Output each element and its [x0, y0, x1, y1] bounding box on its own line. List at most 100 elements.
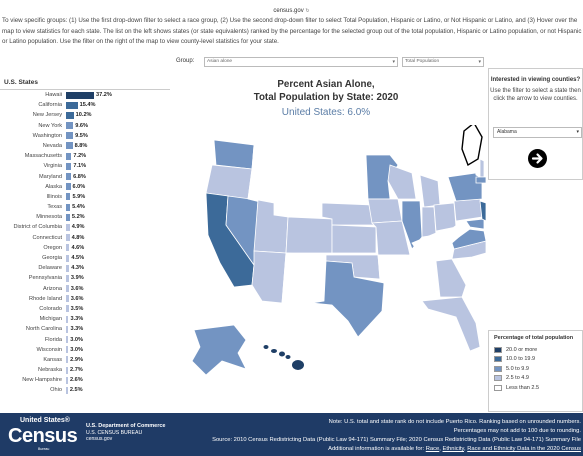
address-bar[interactable]: census.gov ↻ — [0, 0, 583, 16]
state-row[interactable]: Washington 9.5% — [0, 131, 170, 141]
state-row[interactable]: Alaska 6.0% — [0, 182, 170, 192]
logo-united-states: United States® — [20, 417, 70, 424]
state-name: Nebraska — [38, 367, 62, 374]
state-row[interactable]: California 15.4% — [0, 100, 170, 110]
legend-label: 10.0 to 19.9 — [506, 356, 536, 363]
state-row[interactable]: Ohio 2.5% — [0, 385, 170, 395]
state-row[interactable]: Kansas 2.9% — [0, 355, 170, 365]
state-select[interactable]: Alabama ▾ — [493, 127, 582, 138]
state-ranking-panel: U.S. States Hawaii 37.2% California 15.4% Ne… — [0, 76, 170, 411]
legend-item: Less than 2.5 — [494, 383, 577, 393]
state-name: Alaska — [45, 183, 62, 190]
state-bar — [66, 193, 71, 201]
map-svg[interactable] — [176, 121, 487, 405]
legend-item: 10.0 to 19.9 — [494, 355, 577, 365]
state-name: Virginia — [43, 163, 62, 170]
dept-line2: U.S. CENSUS BUREAU — [86, 429, 143, 436]
state-bar — [66, 366, 69, 374]
note-4-prefix: Additional information is available for: — [328, 446, 425, 452]
state-row[interactable]: Hawaii 37.2% — [0, 90, 170, 100]
state-row[interactable]: New Hampshire 2.6% — [0, 375, 170, 385]
footer-notes: Note: U.S. total and state rank do not i… — [161, 418, 581, 454]
state-row[interactable]: Maryland 6.8% — [0, 172, 170, 182]
state-georgia — [435, 258, 467, 298]
state-name: Pennsylvania — [28, 275, 62, 282]
state-row[interactable]: Rhode Island 3.6% — [0, 294, 170, 304]
state-row[interactable]: Nebraska 2.7% — [0, 365, 170, 375]
state-row[interactable]: Michigan 3.3% — [0, 314, 170, 324]
state-bar — [66, 122, 74, 130]
state-new-mexico — [281, 252, 327, 304]
chevron-down-icon: ▾ — [392, 59, 395, 65]
state-row[interactable]: Oregon 4.6% — [0, 243, 170, 253]
legend-label: 2.5 to 4.9 — [506, 375, 529, 382]
state-row[interactable]: Georgia 4.5% — [0, 253, 170, 263]
state-row[interactable]: Massachusetts 7.2% — [0, 151, 170, 161]
state-row[interactable]: Virginia 7.1% — [0, 161, 170, 171]
note-1: Note: U.S. total and state rank do not i… — [328, 419, 581, 425]
state-wyoming — [273, 182, 325, 218]
state-value: 2.7% — [70, 367, 83, 374]
legend-swatch — [494, 375, 502, 382]
legend-label: 20.0 or more — [506, 346, 538, 353]
state-name: Texas — [47, 204, 62, 211]
state-bar — [66, 142, 73, 150]
state-row[interactable]: Delaware 4.3% — [0, 263, 170, 273]
state-name: Maryland — [38, 173, 62, 180]
map-title-line2: Total Population by State: 2020 — [253, 92, 399, 103]
state-row[interactable]: Nevada 8.8% — [0, 141, 170, 151]
state-bar — [66, 305, 69, 313]
dept-line1: U.S. Department of Commerce — [86, 423, 166, 429]
state-row[interactable]: New Jersey 10.2% — [0, 110, 170, 120]
state-row[interactable]: Wisconsin 3.0% — [0, 345, 170, 355]
state-name: Illinois — [46, 193, 62, 200]
state-value: 3.0% — [70, 346, 83, 353]
state-name: Colorado — [39, 305, 62, 312]
state-row[interactable]: Connecticut 4.8% — [0, 233, 170, 243]
population-dropdown[interactable]: Total Population ▾ — [402, 57, 484, 67]
state-arkansas — [377, 254, 407, 282]
state-row[interactable]: Pennsylvania 3.9% — [0, 273, 170, 283]
state-row[interactable]: Illinois 5.9% — [0, 192, 170, 202]
state-row[interactable]: Arizona 3.6% — [0, 284, 170, 294]
population-dropdown-value: Total Population — [405, 59, 440, 64]
dept-line3[interactable]: census.gov — [86, 436, 113, 442]
legend-title: Percentage of total population — [494, 335, 574, 341]
state-name: Oregon — [43, 244, 62, 251]
state-value: 3.3% — [70, 326, 84, 333]
state-value: 4.6% — [71, 244, 85, 251]
state-value: 3.6% — [70, 295, 84, 302]
state-bar — [66, 132, 74, 140]
state-row[interactable]: New York 9.6% — [0, 121, 170, 131]
state-montana — [263, 144, 327, 186]
state-value: 37.2% — [96, 92, 112, 98]
view-counties-button[interactable] — [528, 149, 547, 168]
race-dropdown[interactable]: Asian alone ▾ — [204, 57, 398, 67]
state-bar — [66, 91, 94, 99]
state-row[interactable]: Minnesota 5.2% — [0, 212, 170, 222]
instructions-text: To view specific groups: (1) Use the fir… — [2, 17, 582, 45]
state-bar — [66, 254, 70, 262]
department-info: U.S. Department of Commerce U.S. CENSUS … — [86, 423, 165, 443]
link-race[interactable]: Race — [425, 446, 440, 452]
state-row[interactable]: Texas 5.4% — [0, 202, 170, 212]
state-iowa — [367, 198, 403, 224]
legend-swatch — [494, 346, 502, 353]
state-colorado — [285, 216, 333, 254]
lock-icon: ↻ — [305, 8, 310, 14]
state-name: New York — [38, 122, 62, 129]
state-value: 3.3% — [70, 316, 84, 323]
state-row[interactable]: North Carolina 3.3% — [0, 324, 170, 334]
state-row[interactable]: Florida 3.0% — [0, 335, 170, 345]
census-logo[interactable]: United States® Census Bureau — [6, 417, 78, 451]
map-title-line1: Percent Asian Alone, — [277, 79, 375, 90]
state-name: District of Columbia — [13, 224, 63, 231]
state-list[interactable]: Hawaii 37.2% California 15.4% New Jersey 10.2… — [0, 90, 170, 396]
state-row[interactable]: District of Columbia 4.9% — [0, 222, 170, 232]
link-ethnicity[interactable]: Ethnicity — [442, 446, 464, 452]
state-value: 2.9% — [70, 356, 83, 363]
us-choropleth-map[interactable] — [176, 121, 487, 405]
state-arizona — [251, 250, 287, 304]
link-race-ethnicity-2020[interactable]: Race and Ethnicity Data in the 2020 Cens… — [467, 446, 581, 452]
state-row[interactable]: Colorado 3.5% — [0, 304, 170, 314]
